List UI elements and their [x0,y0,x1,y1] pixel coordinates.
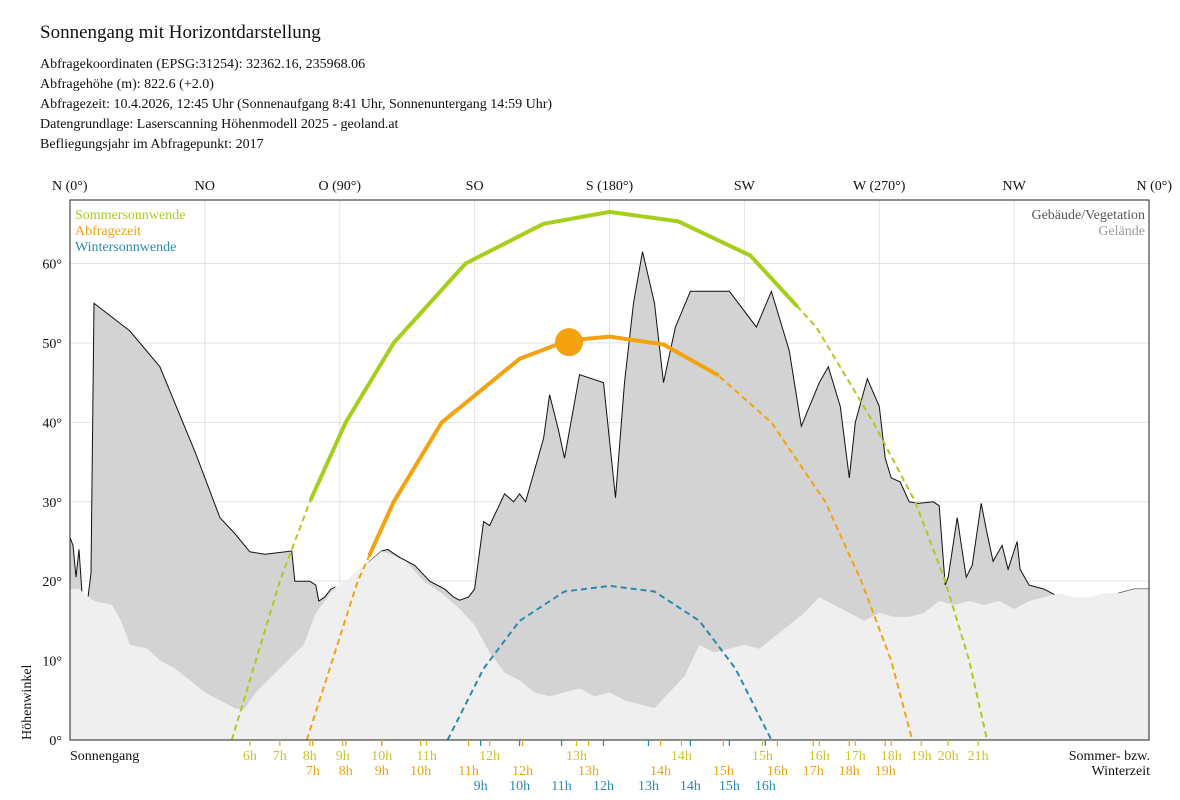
info-data-basis: Datengrundlage: Laserscanning Höhenmodel… [40,117,399,132]
direction-label: W (270°) [853,179,906,194]
direction-label: SW [734,179,756,194]
sun-path-visible-sommersonnwende [309,209,799,502]
time-label: 9h [474,779,488,794]
time-label: 12h [593,779,614,794]
time-label: 16h [809,749,830,764]
time-label: 12h [479,749,500,764]
x-axis-label-right: Winterzeit [1091,764,1150,779]
time-label: 12h [512,764,533,779]
time-label: 10h [509,779,530,794]
time-label: 11h [416,749,436,764]
legend-left-item: Wintersonnwende [75,240,176,255]
info-query-time: Abfragezeit: 10.4.2026, 12:45 Uhr (Sonne… [40,97,553,112]
time-label: 14h [680,779,701,794]
y-tick-label: 50° [42,337,62,352]
time-label: 9h [336,749,350,764]
y-axis-label: Höhenwinkel [20,664,35,740]
direction-label: O (90°) [318,179,361,194]
horizon-terrain-area [70,551,1149,740]
y-tick-label: 30° [42,496,62,511]
y-tick-label: 0° [49,734,62,749]
direction-label: N (0°) [52,179,88,194]
y-tick-label: 60° [42,258,62,273]
time-label: 13h [566,749,587,764]
direction-label: NO [195,179,215,194]
time-label: 6h [243,749,257,764]
time-label: 14h [671,749,692,764]
time-label: 17h [803,764,824,779]
direction-label: N (0°) [1136,179,1172,194]
y-tick-label: 10° [42,655,62,670]
time-label: 15h [719,779,740,794]
legend-right-item: Gebäude/Vegetation [1031,208,1145,223]
time-label: 10h [410,764,431,779]
time-label: 13h [638,779,659,794]
time-label: 15h [713,764,734,779]
direction-label: NW [1002,179,1026,194]
time-label: 11h [458,764,478,779]
time-label: 8h [339,764,353,779]
direction-label: S (180°) [586,179,634,194]
time-label: 11h [551,779,571,794]
time-label: 19h [911,749,932,764]
x-axis-label-left: Sonnengang [70,749,139,764]
time-label: 17h [845,749,866,764]
direction-label: SO [466,179,484,194]
y-tick-label: 20° [42,575,62,590]
legend-left-item: Abfragezeit [75,224,141,239]
time-label: 20h [938,749,959,764]
y-tick-label: 40° [42,416,62,431]
time-label: 18h [839,764,860,779]
time-label: 18h [881,749,902,764]
time-label: 10h [371,749,392,764]
time-label: 7h [306,764,320,779]
time-label: 7h [273,749,287,764]
time-label: 8h [303,749,317,764]
plot-frame [69,199,1150,741]
legend-left-item: Sommersonnwende [75,208,185,223]
current-sun-marker [555,328,584,357]
chart-title: Sonnengang mit Horizontdarstellung [40,22,321,43]
time-label: 14h [650,764,671,779]
time-label: 15h [752,749,773,764]
time-label: 19h [875,764,896,779]
horizon-outline [69,251,1149,606]
legend-right-item: Gelände [1098,224,1145,239]
sun-path-visible-abfragezeit [367,334,720,557]
time-label: 13h [578,764,599,779]
time-label: 21h [968,749,989,764]
time-label: 9h [375,764,389,779]
time-label: 16h [755,779,776,794]
x-axis-label-right: Sommer- bzw. [1069,749,1150,764]
time-label: 16h [767,764,788,779]
info-height: Abfragehöhe (m): 822.6 (+2.0) [40,77,214,92]
info-flight-year: Befliegungsjahr im Abfragepunkt: 2017 [40,137,264,152]
info-coordinates: Abfragekoordinaten (EPSG:31254): 32362.1… [40,57,366,72]
